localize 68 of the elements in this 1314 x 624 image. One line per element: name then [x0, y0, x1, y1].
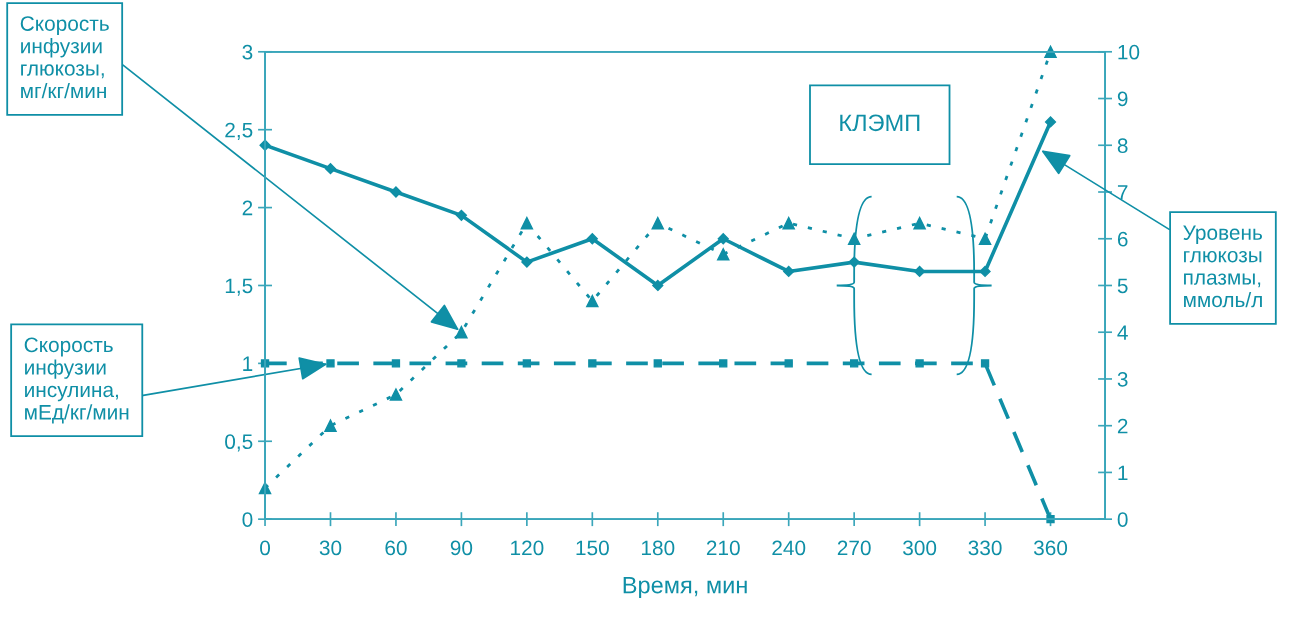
y-tick-label: 2,5: [225, 122, 253, 140]
point: [848, 256, 860, 268]
y-tick-label: 1: [243, 356, 253, 371]
y2-tick-label: 9: [1117, 91, 1128, 107]
x-axis-title: Время, мин: [623, 576, 747, 599]
point: [586, 294, 599, 308]
text: Уровень глюкозы плазмы, ммоль/л: [1183, 225, 1262, 308]
x-tick-label: 240: [772, 540, 806, 556]
x-tick-label: 30: [319, 540, 342, 556]
point: [783, 265, 795, 278]
y-tick-label: 0: [242, 512, 253, 527]
y2-tick-label: 3: [1117, 371, 1128, 387]
point: [978, 232, 992, 245]
y-tick-label: 1,5: [225, 278, 253, 296]
point: [1044, 116, 1057, 128]
point: [915, 359, 924, 368]
x-tick-label: 360: [1033, 540, 1068, 556]
point: [455, 209, 468, 221]
point: [324, 419, 337, 432]
y2-tick-label: 4: [1117, 325, 1128, 340]
point: [717, 233, 729, 245]
x-tick-label: 330: [968, 540, 1002, 556]
y2-tick-label: 8: [1117, 138, 1128, 154]
point: [651, 216, 665, 230]
y2-tick-label: 5: [1117, 278, 1128, 294]
point: [520, 216, 534, 230]
point: [849, 359, 859, 368]
y2-tick-label: 1: [1118, 465, 1128, 480]
point: [326, 359, 335, 368]
y2-tick-label: 0: [1117, 512, 1128, 527]
point: [913, 216, 926, 230]
y-tick-label: 2: [242, 200, 253, 216]
point: [324, 163, 337, 175]
point: [782, 216, 795, 230]
y2-tick-label: 7: [1117, 185, 1128, 200]
point: [719, 359, 728, 368]
point: [391, 359, 401, 368]
text: Скорость инфузии инсулина, мЕд/кг/мин: [24, 337, 129, 424]
point: [716, 248, 730, 261]
point: [588, 359, 597, 368]
x-tick-label: 180: [641, 540, 675, 556]
point: [979, 265, 991, 278]
x-tick-label: 0: [260, 540, 271, 556]
y-tick-label: 3: [242, 44, 253, 60]
x-tick-label: 60: [385, 540, 407, 556]
x-tick-label: 300: [903, 540, 937, 556]
x-tick-label: 210: [706, 540, 740, 556]
x-tick-label: 270: [837, 540, 871, 556]
x-tick-label: 150: [576, 540, 609, 556]
point: [847, 232, 861, 245]
annotation: КЛЭМП: [840, 114, 920, 132]
point: [586, 233, 598, 245]
point: [980, 359, 990, 368]
point: [389, 388, 403, 401]
point: [652, 279, 664, 292]
y2-tick-label: 10: [1118, 44, 1140, 60]
point: [455, 325, 468, 339]
x-tick-label: 90: [450, 540, 473, 556]
point: [522, 359, 532, 368]
point: [784, 359, 793, 368]
point: [521, 256, 533, 268]
y2-tick-label: 2: [1117, 418, 1128, 434]
point: [653, 359, 662, 368]
point: [457, 359, 466, 368]
x-tick-label: 120: [511, 540, 544, 556]
text: Скорость инфузии глюкозы, мг/кг/мин: [20, 16, 109, 99]
y-tick-label: 0,5: [225, 434, 253, 452]
y2-tick-label: 6: [1117, 231, 1128, 247]
